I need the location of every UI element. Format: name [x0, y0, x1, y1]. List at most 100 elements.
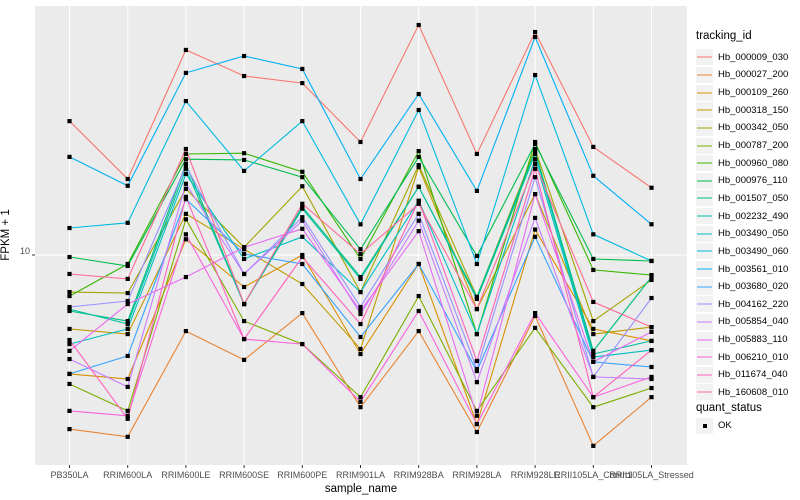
legend-line-icon [697, 250, 712, 252]
legend-key [696, 366, 713, 383]
data-point-marker [416, 218, 421, 223]
legend-key [696, 155, 713, 172]
legend-key [696, 225, 713, 242]
legend-item: Hb_000960_080 [696, 154, 788, 172]
x-tick-label: RRIM600LE [161, 470, 211, 480]
data-point-marker [358, 351, 363, 357]
legend-item: Hb_000109_260 [696, 84, 788, 102]
data-point-marker [649, 329, 654, 335]
legend-item-label: Hb_003680_020 [718, 281, 789, 293]
legend-item-label: Hb_001507_050 [718, 192, 789, 204]
legend-line-icon [697, 303, 712, 305]
legend-item: Hb_000027_200 [696, 66, 788, 84]
data-point-marker [125, 318, 130, 324]
data-point-marker [125, 321, 130, 327]
data-point-marker [183, 211, 188, 216]
data-point-marker [474, 429, 479, 435]
legend-item: Hb_011674_040 [696, 366, 788, 384]
data-point-marker [649, 374, 654, 380]
legend-item: Hb_005883_110 [696, 331, 788, 349]
data-point-marker [183, 151, 188, 157]
data-point-marker [474, 408, 479, 413]
legend-line-icon [697, 127, 712, 129]
data-point-marker [416, 162, 421, 168]
legend-item-label: Hb_006210_010 [718, 351, 789, 363]
data-point-marker [125, 413, 130, 418]
data-point-marker [474, 151, 479, 157]
data-point-marker [533, 161, 538, 166]
legend-key [696, 208, 713, 225]
legend-key [696, 313, 713, 330]
data-point-marker [533, 175, 538, 180]
legend-key [696, 119, 713, 136]
data-point-marker [358, 222, 363, 227]
data-point-marker [67, 371, 72, 377]
data-point-marker [242, 301, 247, 307]
data-point-marker [591, 395, 596, 400]
data-point-marker [300, 234, 305, 239]
data-point-marker [474, 261, 479, 267]
data-point-marker [300, 206, 305, 211]
data-point-marker [242, 357, 247, 362]
data-point-marker [67, 337, 72, 343]
data-point-marker [416, 107, 421, 113]
data-point-marker [591, 348, 596, 353]
black-square-point-icon [702, 423, 707, 428]
legend-item: Hb_003680_020 [696, 278, 788, 296]
legend-item-label: Hb_000960_080 [718, 157, 789, 169]
legend-item-label: Hb_000787_200 [718, 140, 789, 152]
data-point-marker [649, 295, 654, 301]
legend-item-label: Hb_005854_040 [718, 316, 789, 328]
data-point-marker [591, 318, 596, 324]
data-point-marker [533, 157, 538, 162]
data-point-marker [183, 163, 188, 169]
legend-line-icon [697, 162, 712, 164]
data-point-marker [300, 169, 305, 174]
data-point-marker [183, 328, 188, 334]
data-point-marker [591, 405, 596, 410]
legend-key [696, 49, 713, 66]
data-point-marker [591, 299, 596, 305]
x-tick-label: RRIM600PE [277, 470, 328, 480]
data-point-marker [591, 173, 596, 178]
legend-line-icon [697, 321, 712, 323]
legend-line-icon [697, 286, 712, 288]
data-point-marker [183, 232, 188, 237]
data-point-marker [125, 416, 130, 421]
data-point-marker [300, 281, 305, 287]
legend-key [696, 172, 713, 189]
data-point-marker [416, 184, 421, 189]
legend-key [696, 243, 713, 260]
data-point-marker [125, 290, 130, 296]
data-point-marker [358, 311, 363, 317]
data-point-marker [300, 80, 305, 86]
data-point-marker [649, 324, 654, 330]
data-point-marker [67, 341, 72, 347]
data-point-marker [67, 304, 72, 310]
data-point-marker [591, 326, 596, 332]
data-point-marker [183, 274, 188, 280]
data-point-marker [358, 176, 363, 182]
legend: tracking_id Hb_000009_030 Hb_000027_200 Hb… [696, 0, 800, 500]
legend-title-tracking-id: tracking_id [696, 30, 752, 42]
data-point-marker [474, 358, 479, 364]
legend-item-label: Hb_000009_030 [718, 51, 789, 63]
data-point-marker [183, 171, 188, 177]
data-point-marker [183, 98, 188, 104]
x-tick-label: PB350LA [50, 470, 89, 480]
legend-line-icon [697, 197, 712, 199]
data-point-marker [649, 395, 654, 400]
data-point-marker [533, 29, 538, 35]
data-point-marker [125, 220, 130, 225]
data-point-marker [300, 66, 305, 72]
data-point-marker [591, 351, 596, 357]
data-point-marker [242, 245, 247, 250]
data-point-marker [125, 176, 130, 182]
legend-line-icon [697, 268, 712, 270]
data-point-marker [242, 256, 247, 262]
data-point-marker [300, 215, 305, 220]
legend-item-label: Hb_003561_010 [718, 263, 789, 275]
legend-item: Hb_000342_050 [696, 119, 788, 137]
legend-item: Hb_000318_150 [696, 101, 788, 119]
